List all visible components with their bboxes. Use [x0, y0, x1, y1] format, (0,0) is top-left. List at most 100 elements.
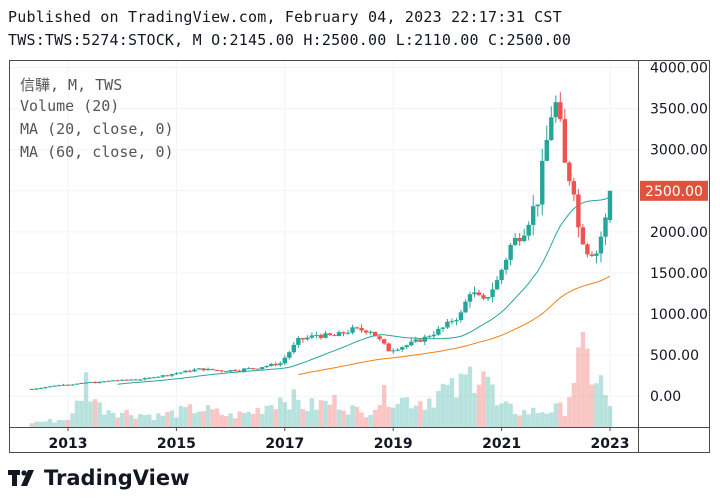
candle-body — [544, 140, 549, 161]
volume-bar — [237, 411, 242, 427]
volume-bar — [232, 418, 238, 427]
candle-body — [156, 376, 161, 378]
candle-body — [278, 363, 283, 366]
volume-bar — [291, 389, 297, 427]
tradingview-brand[interactable]: TradingView — [8, 466, 189, 490]
candle-body — [291, 344, 297, 353]
price-tick-label: 3000.00 — [650, 143, 708, 159]
candle-body — [205, 368, 211, 371]
candle-body — [147, 377, 152, 379]
volume-bar — [341, 410, 346, 427]
candle-body — [427, 336, 432, 338]
candle-body — [377, 336, 382, 340]
time-tick-label: 2017 — [265, 436, 304, 452]
volume-bar — [34, 421, 39, 427]
volume-bar — [567, 397, 572, 427]
volume-bar — [544, 413, 549, 427]
volume-bar — [83, 372, 89, 427]
price-tick-label: 1500.00 — [650, 266, 708, 282]
last-price-label: 2500.00 — [645, 184, 703, 200]
volume-bar — [38, 421, 44, 427]
candle-body — [106, 380, 111, 382]
candle-body — [440, 327, 446, 329]
volume-bar — [278, 397, 283, 427]
volume-bar — [503, 401, 509, 427]
candle-body — [160, 375, 166, 377]
volume-bar — [350, 405, 355, 427]
volume-bar — [576, 347, 581, 427]
price-tick-label: 500.00 — [650, 348, 699, 364]
candle-body — [327, 333, 333, 336]
candle-body — [535, 204, 540, 207]
candle-body — [607, 190, 613, 220]
candle-body — [309, 335, 315, 338]
candle-body — [318, 334, 324, 338]
volume-bar — [29, 423, 35, 427]
volume-bar — [449, 378, 455, 427]
candle-body — [481, 295, 486, 299]
candle-body — [445, 321, 450, 328]
volume-bar — [476, 384, 482, 427]
candle-body — [88, 382, 93, 384]
volume-bar — [255, 408, 260, 427]
candle-body — [526, 224, 531, 236]
candle-body — [133, 379, 138, 381]
volume-bar — [318, 400, 324, 427]
volume-bar — [580, 332, 586, 427]
candle-body — [598, 236, 604, 254]
candle-body — [296, 338, 301, 345]
volume-bar — [585, 348, 590, 427]
chart-frame — [9, 60, 710, 453]
volume-bar — [531, 407, 536, 427]
candle-body — [463, 301, 468, 313]
volume-bar — [156, 413, 161, 427]
volume-bar — [183, 407, 188, 427]
volume-bar — [223, 415, 229, 427]
candle-body — [47, 386, 53, 388]
volume-bar — [65, 419, 71, 427]
candle-body — [187, 370, 193, 372]
candle-body — [567, 162, 572, 182]
candle-body — [38, 388, 44, 390]
candle-body — [305, 337, 310, 340]
volume-bar — [300, 409, 306, 427]
volume-bar — [332, 394, 337, 427]
legend-volume: Volume (20) — [20, 97, 120, 115]
candle-body — [228, 370, 233, 372]
volume-bar — [165, 412, 170, 427]
time-tick-label: 2015 — [157, 436, 196, 452]
volume-bar — [110, 412, 116, 427]
candle-body — [165, 375, 170, 377]
volume-bar — [287, 409, 292, 427]
volume-bar — [368, 414, 373, 427]
volume-bar — [61, 420, 66, 427]
candle-body — [174, 373, 179, 375]
candle-body — [363, 330, 369, 333]
volume-bar — [151, 419, 157, 427]
volume-bar — [418, 401, 423, 427]
last-price-badge — [640, 180, 708, 201]
candle-body — [101, 381, 107, 383]
volume-bar — [138, 414, 143, 427]
volume-bar — [101, 414, 107, 427]
candle-body — [576, 194, 581, 228]
volume-bar — [214, 408, 220, 427]
candle-body — [372, 331, 378, 337]
volume-bar — [74, 400, 80, 427]
candle-body — [120, 379, 125, 381]
volume-bar — [201, 411, 206, 427]
volume-bar — [296, 399, 301, 427]
volume-bar — [282, 402, 287, 427]
candle-body — [508, 244, 513, 260]
candle-body — [350, 327, 355, 333]
candle-body — [594, 253, 599, 256]
volume-bar — [395, 403, 400, 427]
volume-bar — [327, 404, 333, 427]
volume-bar — [192, 413, 197, 427]
volume-bar — [377, 404, 382, 427]
candle-body — [400, 347, 405, 350]
price-tick-label: 0.00 — [650, 389, 681, 405]
candle-body — [494, 280, 500, 290]
time-tick-label: 2013 — [49, 436, 88, 452]
